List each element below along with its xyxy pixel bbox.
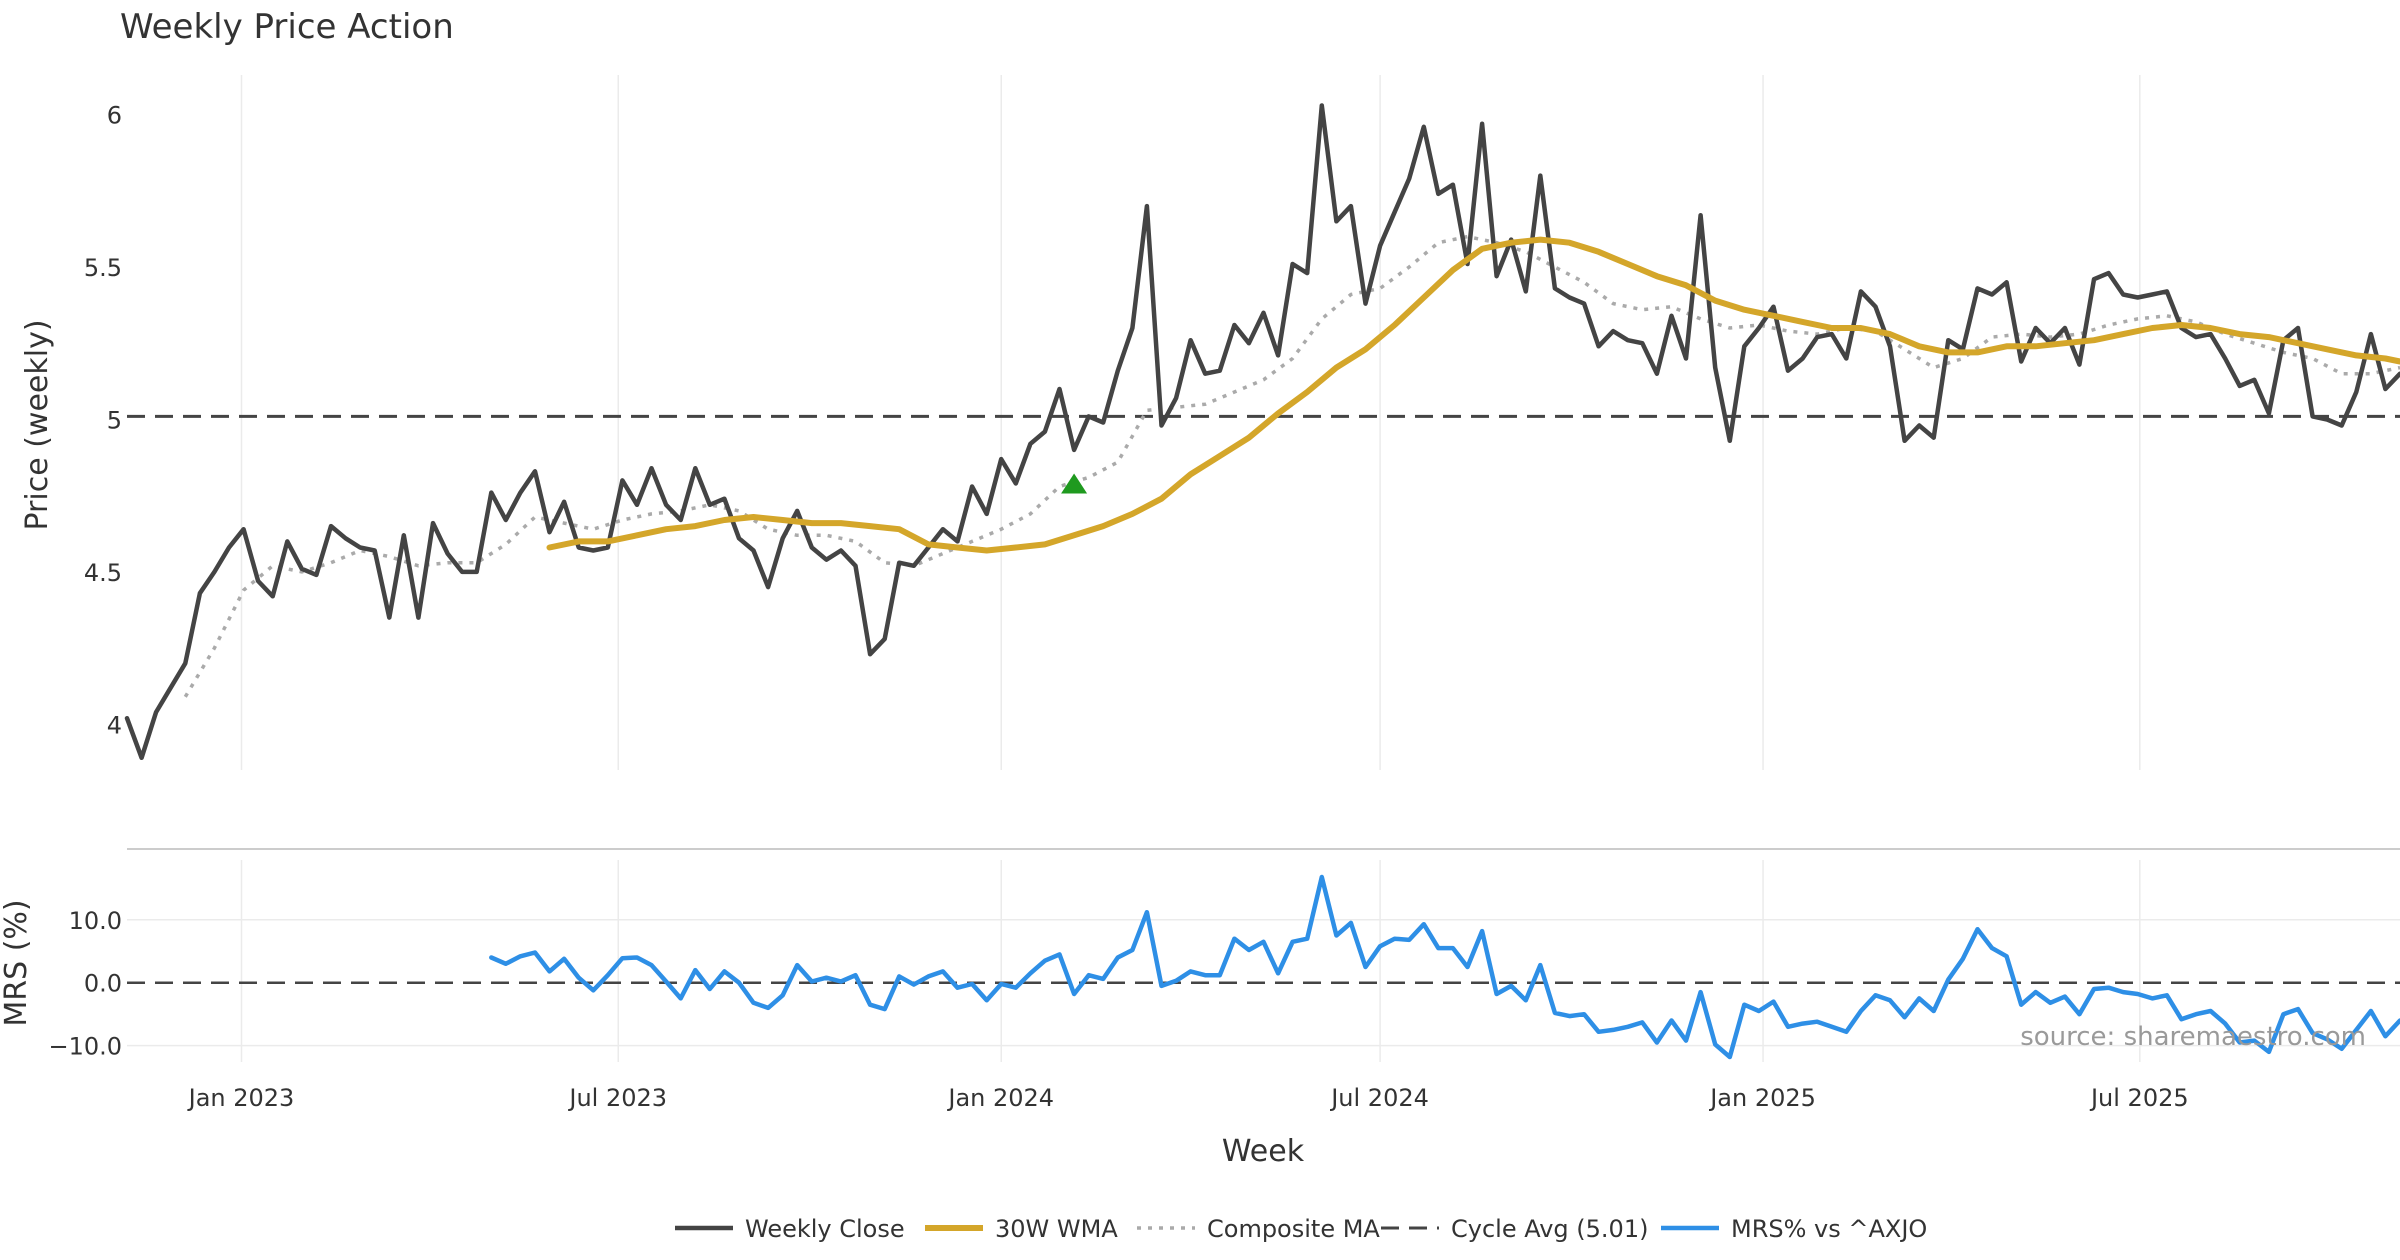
legend-item-composite-ma: Composite MA	[1137, 1215, 1380, 1243]
mrs-y-tick-label: −10.0	[48, 1033, 122, 1061]
legend-label: MRS% vs ^AXJO	[1731, 1215, 1927, 1243]
mrs-y-tick-label: 10.0	[69, 907, 122, 935]
composite-ma-line	[183, 234, 2400, 698]
price-y-tick-label: 5.5	[84, 254, 122, 282]
x-tick-label: Jul 2025	[2089, 1084, 2189, 1112]
x-tick-label: Jul 2024	[1329, 1084, 1429, 1112]
mrs-y-axis: −10.0 0.0 10.0	[48, 907, 122, 1061]
x-axis: Jan 2023 Jul 2023 Jan 2024 Jul 2024 Jan 2025…	[187, 1084, 2189, 1112]
mrs-y-tick-label: 0.0	[84, 970, 122, 998]
x-tick-label: Jul 2023	[567, 1084, 667, 1112]
buy-signal-marker	[1061, 473, 1088, 494]
price-y-tick-label: 5	[107, 406, 122, 434]
x-tick-label: Jan 2024	[946, 1084, 1054, 1112]
legend-label: 30W WMA	[995, 1215, 1118, 1243]
legend-label: Composite MA	[1207, 1215, 1380, 1243]
mrs-y-axis-title: MRS (%)	[0, 899, 34, 1026]
weekly-close-line	[124, 103, 2400, 761]
price-y-tick-label: 4.5	[84, 559, 122, 587]
legend-label: Cycle Avg (5.01)	[1451, 1215, 1648, 1243]
price-grid	[240, 75, 2141, 770]
price-y-tick-label: 4	[107, 711, 122, 739]
x-axis-title: Week	[1222, 1134, 1305, 1169]
mrs-grid	[127, 860, 2400, 1062]
legend-item-cycle-avg-5-01: Cycle Avg (5.01)	[1381, 1215, 1648, 1243]
30w-wma-line	[546, 236, 2400, 554]
mrs-vs-axjo-line	[489, 874, 2400, 1060]
legend-label: Weekly Close	[745, 1215, 905, 1243]
mrs-series	[489, 874, 2400, 1060]
price-series	[124, 103, 2400, 761]
legend: Weekly Close 30W WMA Composite MA Cycle Avg…	[675, 1215, 1927, 1243]
x-tick-label: Jan 2023	[187, 1084, 295, 1112]
chart-title: Weekly Price Action	[120, 7, 454, 47]
legend-item-weekly-close: Weekly Close	[675, 1215, 905, 1243]
legend-item-30w-wma: 30W WMA	[925, 1215, 1118, 1243]
price-y-axis-title: Price (weekly)	[20, 319, 55, 530]
x-tick-label: Jan 2025	[1708, 1084, 1816, 1112]
legend-item-mrs-vs-axjo: MRS% vs ^AXJO	[1661, 1215, 1927, 1243]
source-watermark: source: sharemaestro.com	[2020, 1022, 2366, 1052]
price-y-tick-label: 6	[107, 102, 122, 130]
price-y-axis: 4 4.5 5 5.5 6	[84, 102, 122, 740]
